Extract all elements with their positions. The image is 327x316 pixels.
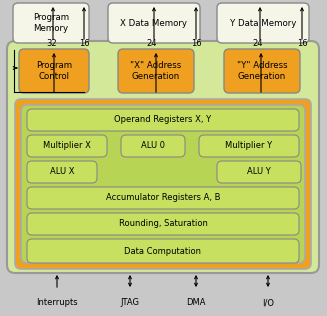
Text: "X" Address
Generation: "X" Address Generation — [130, 61, 181, 81]
Text: Interrupts: Interrupts — [36, 298, 78, 307]
FancyBboxPatch shape — [15, 99, 311, 269]
Text: Rounding, Saturation: Rounding, Saturation — [119, 220, 207, 228]
FancyBboxPatch shape — [27, 109, 299, 131]
Text: Accumulator Registers A, B: Accumulator Registers A, B — [106, 193, 220, 203]
Text: 16: 16 — [297, 40, 307, 48]
Text: Operand Registers X, Y: Operand Registers X, Y — [114, 116, 212, 125]
FancyBboxPatch shape — [199, 135, 299, 157]
FancyBboxPatch shape — [118, 49, 194, 93]
Text: 32: 32 — [47, 40, 57, 48]
FancyBboxPatch shape — [217, 161, 301, 183]
Text: 24: 24 — [253, 40, 263, 48]
Text: 16: 16 — [79, 40, 89, 48]
Text: I/O: I/O — [262, 298, 274, 307]
FancyBboxPatch shape — [217, 3, 309, 43]
Text: 24: 24 — [147, 40, 157, 48]
FancyBboxPatch shape — [108, 3, 200, 43]
FancyBboxPatch shape — [27, 135, 107, 157]
Text: ALU 0: ALU 0 — [141, 142, 165, 150]
Text: Multiplier X: Multiplier X — [43, 142, 91, 150]
Text: ALU Y: ALU Y — [247, 167, 271, 177]
FancyBboxPatch shape — [224, 49, 300, 93]
Text: Multiplier Y: Multiplier Y — [225, 142, 273, 150]
Text: "Y" Address
Generation: "Y" Address Generation — [237, 61, 287, 81]
Text: ALU X: ALU X — [50, 167, 74, 177]
FancyBboxPatch shape — [21, 105, 305, 263]
FancyBboxPatch shape — [27, 187, 299, 209]
Text: Y Data Memory: Y Data Memory — [230, 19, 296, 27]
FancyBboxPatch shape — [121, 135, 185, 157]
Text: X Data Memory: X Data Memory — [121, 19, 187, 27]
FancyBboxPatch shape — [27, 239, 299, 263]
Text: 16: 16 — [191, 40, 201, 48]
FancyBboxPatch shape — [13, 3, 89, 43]
FancyBboxPatch shape — [19, 49, 89, 93]
Text: DMA: DMA — [186, 298, 206, 307]
Text: Data Computation: Data Computation — [125, 246, 201, 256]
Text: JTAG: JTAG — [121, 298, 140, 307]
Text: Program
Memory: Program Memory — [33, 13, 69, 33]
FancyBboxPatch shape — [27, 161, 97, 183]
Text: Program
Control: Program Control — [36, 61, 72, 81]
FancyBboxPatch shape — [7, 41, 319, 273]
FancyBboxPatch shape — [27, 213, 299, 235]
